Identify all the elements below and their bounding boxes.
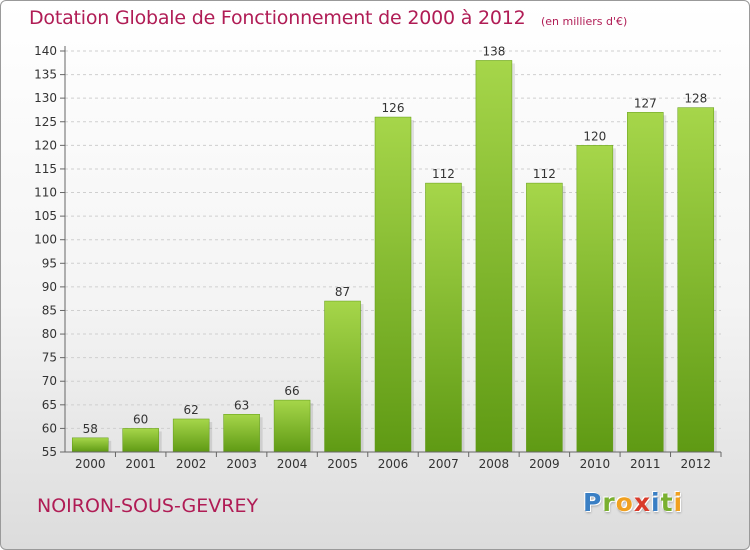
data-label: 87 bbox=[335, 285, 350, 299]
bar-2010 bbox=[576, 145, 614, 453]
data-label: 127 bbox=[634, 96, 657, 110]
x-tick-label: 2007 bbox=[428, 457, 459, 471]
bar-2001 bbox=[122, 428, 159, 453]
bar-2000 bbox=[71, 437, 109, 453]
x-tick-label: 2009 bbox=[529, 457, 560, 471]
chart-title: Dotation Globale de Fonctionnement de 20… bbox=[29, 7, 526, 29]
x-tick-label: 2008 bbox=[479, 457, 510, 471]
bars: 58 60 62 63 66 87 126 112 138 112 120 127 128 bbox=[71, 44, 717, 453]
x-tick-label: 2000 bbox=[75, 457, 106, 471]
y-tick-label: 115 bbox=[34, 162, 57, 176]
bar-2009 bbox=[526, 182, 563, 453]
bar-2007 bbox=[425, 182, 462, 453]
bar-2008 bbox=[475, 60, 513, 453]
y-tick-label: 90 bbox=[42, 280, 57, 294]
y-tick-label: 125 bbox=[34, 115, 57, 129]
x-tick-label: 2012 bbox=[680, 457, 711, 471]
y-tick-label: 55 bbox=[42, 445, 57, 459]
y-tick-label: 65 bbox=[42, 398, 57, 412]
x-tick-label: 2005 bbox=[327, 457, 358, 471]
x-axis: 2000 2001 2002 2003 2004 2005 2006 2007 2008 2009… bbox=[65, 451, 722, 471]
data-label: 126 bbox=[382, 101, 405, 115]
bar-2005 bbox=[324, 300, 361, 453]
chart-subtitle: (en milliers d'€) bbox=[541, 15, 628, 28]
data-label: 63 bbox=[234, 398, 249, 412]
y-tick-label: 100 bbox=[34, 233, 57, 247]
y-tick-label: 75 bbox=[42, 351, 57, 365]
y-tick-label: 85 bbox=[42, 303, 57, 317]
data-label: 60 bbox=[133, 412, 148, 426]
bar-2012 bbox=[677, 107, 715, 453]
bar-2004 bbox=[273, 399, 311, 453]
bar-2006 bbox=[374, 116, 412, 453]
y-tick-label: 140 bbox=[34, 44, 57, 58]
x-tick-label: 2011 bbox=[630, 457, 661, 471]
y-tick-label: 95 bbox=[42, 256, 57, 270]
x-tick-label: 2010 bbox=[580, 457, 611, 471]
x-tick-label: 2003 bbox=[226, 457, 257, 471]
y-tick-label: 105 bbox=[34, 209, 57, 223]
x-tick-label: 2004 bbox=[277, 457, 308, 471]
y-tick-label: 70 bbox=[42, 374, 57, 388]
x-tick-label: 2001 bbox=[125, 457, 156, 471]
data-label: 120 bbox=[583, 129, 606, 143]
data-label: 58 bbox=[83, 422, 98, 436]
bar-2002 bbox=[172, 418, 210, 453]
y-tick-label: 110 bbox=[34, 186, 57, 200]
y-tick-label: 80 bbox=[42, 327, 57, 341]
data-label: 112 bbox=[533, 167, 556, 181]
data-label: 138 bbox=[482, 44, 505, 58]
y-tick-label: 135 bbox=[34, 68, 57, 82]
bar-2011 bbox=[627, 112, 664, 453]
data-label: 66 bbox=[284, 384, 299, 398]
data-label: 128 bbox=[684, 92, 707, 106]
data-label: 112 bbox=[432, 167, 455, 181]
proxiti-logo[interactable]: Proxiti bbox=[583, 488, 684, 517]
y-tick-label: 60 bbox=[42, 421, 57, 435]
data-label: 62 bbox=[184, 403, 199, 417]
y-tick-label: 130 bbox=[34, 91, 57, 105]
commune-name: NOIRON-SOUS-GEVREY bbox=[37, 495, 259, 517]
y-axis: 55 60 65 70 75 80 85 90 95 100 105 110 115 120 125 130 1… bbox=[34, 44, 66, 459]
x-tick-label: 2002 bbox=[176, 457, 207, 471]
x-tick-label: 2006 bbox=[378, 457, 409, 471]
bar-2003 bbox=[223, 414, 260, 453]
y-tick-label: 120 bbox=[34, 138, 57, 152]
